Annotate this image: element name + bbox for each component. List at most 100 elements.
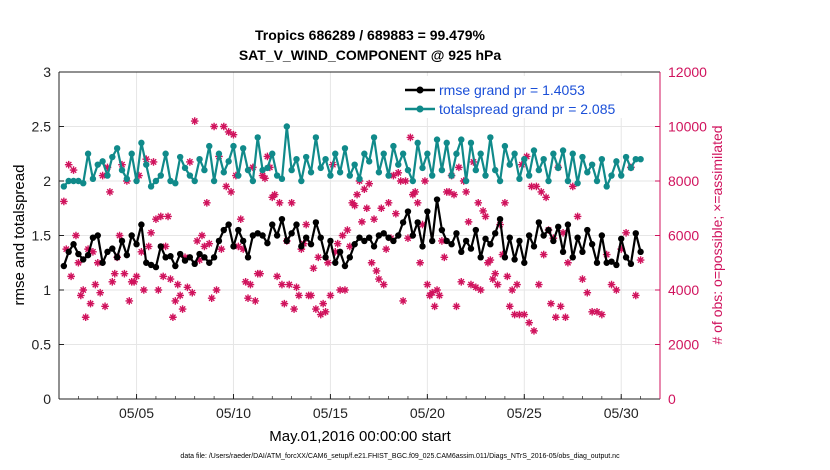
- rmse-point: [613, 261, 620, 269]
- spread-point: [278, 175, 286, 183]
- rmse-point: [80, 256, 87, 263]
- rmse-point: [627, 260, 635, 268]
- spread-point: [525, 172, 533, 179]
- obs-count-marker: [418, 220, 427, 229]
- spread-point: [157, 172, 164, 179]
- spread-point: [259, 166, 266, 174]
- rmse-point: [167, 253, 174, 260]
- rmse-point: [176, 250, 184, 258]
- obs-count-marker: [341, 286, 349, 294]
- obs-count-marker: [438, 237, 446, 245]
- obs-count-marker: [421, 177, 429, 185]
- obs-count-marker: [176, 291, 184, 300]
- tick-label-y-right: 2000: [668, 337, 699, 353]
- spread-point: [312, 134, 320, 141]
- rmse-point: [361, 237, 368, 245]
- rmse-point: [288, 230, 295, 237]
- obs-count-marker: [411, 188, 420, 196]
- spread-point: [302, 153, 310, 161]
- obs-count-marker: [476, 286, 485, 294]
- spread-point: [555, 164, 562, 172]
- obs-count-marker: [583, 288, 592, 297]
- obs-count-marker: [212, 286, 221, 294]
- rmse-point: [593, 259, 601, 266]
- obs-count-marker: [547, 299, 555, 308]
- obs-count-marker: [244, 294, 252, 302]
- obs-count-marker: [246, 280, 255, 289]
- obs-count-marker: [195, 256, 204, 264]
- spread-point: [176, 153, 184, 161]
- spread-point: [395, 161, 402, 168]
- rmse-point: [220, 226, 227, 234]
- obs-count-marker: [370, 215, 378, 223]
- rmse-point: [448, 241, 455, 248]
- spread-point: [496, 177, 504, 185]
- rmse-point: [104, 248, 111, 256]
- obs-count-marker: [256, 269, 264, 278]
- rmse-point: [186, 254, 194, 261]
- obs-count-marker: [64, 160, 73, 169]
- obs-count-marker: [314, 253, 323, 262]
- rmse-point: [317, 234, 324, 241]
- obs-count-marker: [81, 313, 90, 322]
- obs-count-marker: [144, 242, 153, 251]
- spread-point: [147, 183, 155, 190]
- spread-point: [84, 150, 92, 157]
- obs-count-marker: [169, 313, 177, 322]
- spread-point: [530, 147, 538, 154]
- obs-count-marker: [62, 245, 71, 253]
- spread-point: [550, 150, 557, 157]
- obs-count-marker: [261, 174, 269, 183]
- rmse-point: [516, 237, 523, 245]
- spread-point: [622, 153, 630, 161]
- obs-count-marker: [399, 297, 407, 305]
- tick-label-y-left: 0.5: [32, 337, 52, 353]
- rmse-point: [438, 226, 446, 234]
- spread-point: [167, 177, 174, 185]
- rmse-point: [152, 263, 160, 271]
- obs-count-marker: [108, 278, 117, 286]
- obs-count-marker: [425, 291, 434, 300]
- obs-count-marker: [234, 242, 243, 251]
- rmse-point: [346, 254, 354, 261]
- obs-count-marker: [178, 305, 187, 313]
- obs-count-marker: [372, 267, 381, 275]
- spread-point: [215, 150, 223, 157]
- obs-count-marker: [205, 239, 214, 248]
- obs-count-marker: [622, 228, 630, 237]
- chart-title-line1: Tropics 686289 / 689883 = 99.479%: [255, 27, 486, 43]
- rmse-point: [477, 254, 484, 261]
- spread-point: [511, 150, 518, 157]
- obs-count-marker: [159, 272, 168, 281]
- rmse-point: [75, 250, 82, 258]
- tick-label-x: 05/10: [216, 405, 251, 421]
- spread-point: [322, 156, 329, 163]
- spread-point: [579, 153, 586, 161]
- obs-count-marker: [377, 204, 386, 213]
- obs-count-marker: [445, 188, 453, 196]
- obs-count-marker: [154, 286, 163, 294]
- obs-count-marker: [321, 308, 330, 316]
- obs-count-marker: [367, 258, 376, 267]
- rmse-point: [443, 237, 450, 245]
- rmse-point: [424, 208, 431, 215]
- rmse-point: [84, 251, 92, 259]
- spread-point: [424, 150, 431, 157]
- obs-count-marker: [556, 302, 565, 311]
- tick-label-y-left: 3: [43, 64, 51, 80]
- spread-point: [637, 156, 644, 163]
- rmse-point: [365, 234, 373, 241]
- rmse-point: [118, 237, 126, 245]
- rmse-point: [385, 234, 392, 241]
- rmse-point: [588, 241, 596, 248]
- rmse-point: [521, 259, 528, 266]
- obs-count-marker: [394, 169, 403, 177]
- tick-label-y-left: 0: [43, 391, 51, 407]
- spread-point: [181, 164, 189, 172]
- obs-count-marker: [464, 218, 473, 226]
- spread-point: [99, 158, 106, 165]
- obs-count-marker: [188, 288, 197, 297]
- obs-count-marker: [331, 248, 340, 256]
- rmse-point: [555, 223, 562, 230]
- spread-point: [332, 150, 339, 157]
